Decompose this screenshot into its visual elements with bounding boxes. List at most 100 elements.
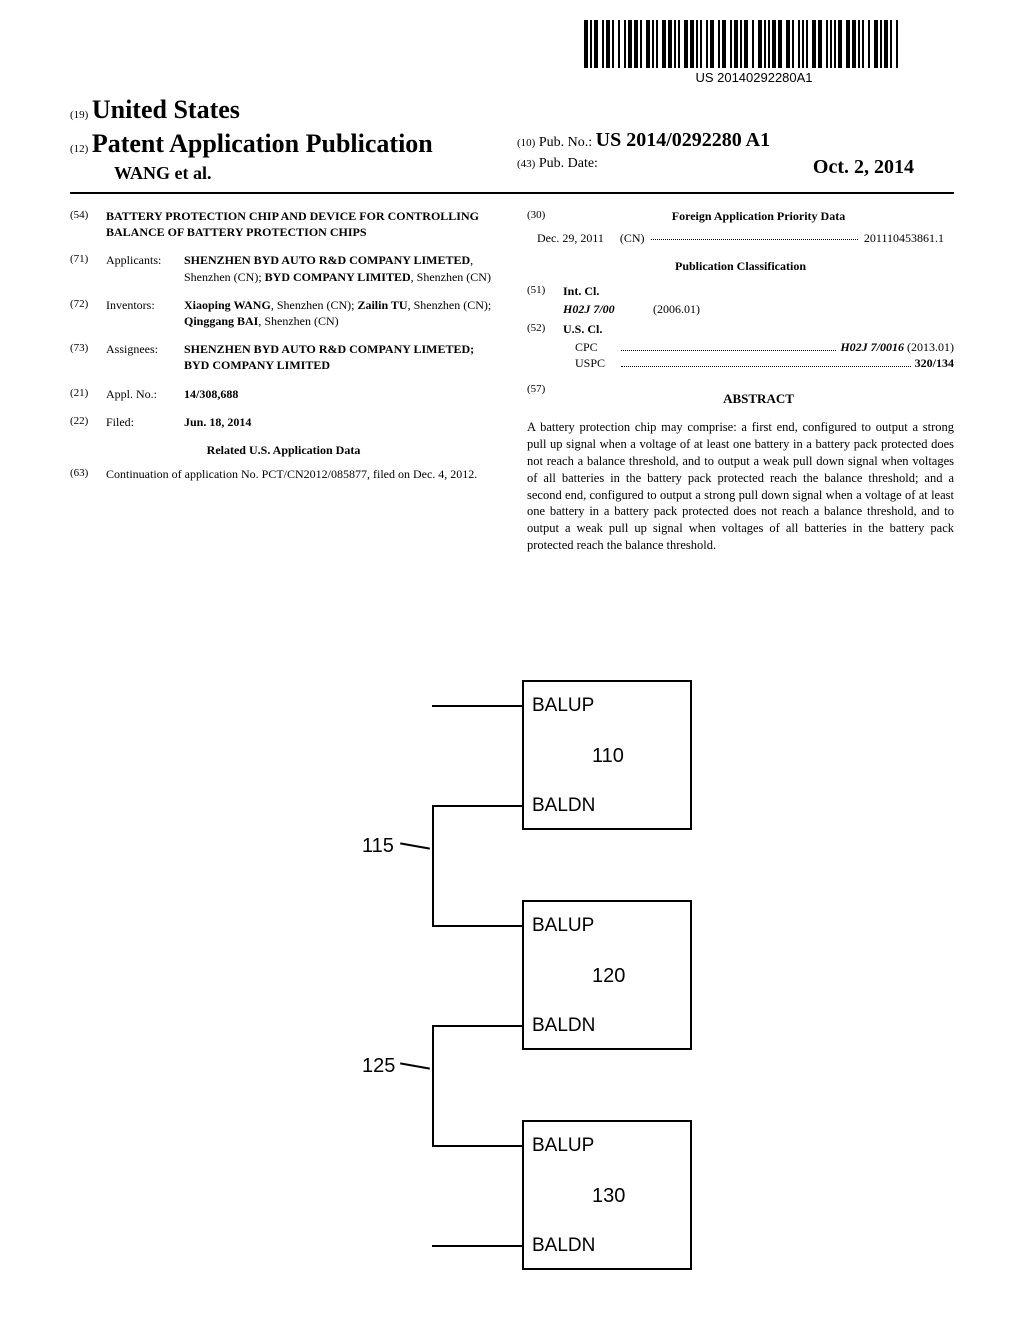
chip-120-balup: BALUP: [532, 915, 594, 937]
barcode-text: US 20140292280A1: [584, 70, 924, 85]
intcl-row: H02J 7/00 (2006.01): [563, 301, 954, 317]
line-110-top: [432, 705, 522, 707]
field-applno: (21) Appl. No.: 14/308,688: [70, 386, 497, 402]
dots: [651, 230, 858, 240]
intcl-class: H02J 7/00: [563, 301, 653, 317]
line-115: [432, 805, 434, 925]
barcode-section: US 20140292280A1: [584, 20, 924, 85]
field-inventors: (72) Inventors: Xiaoping WANG, Shenzhen …: [70, 297, 497, 329]
cpc-row: CPC H02J 7/0016 (2013.01): [575, 339, 954, 355]
field-assignees: (73) Assignees: SHENZHEN BYD AUTO R&D CO…: [70, 341, 497, 373]
uscl-label: U.S. Cl.: [563, 321, 954, 337]
field-applicants: (71) Applicants: SHENZHEN BYD AUTO R&D C…: [70, 252, 497, 284]
assignees-code: (73): [70, 341, 106, 373]
inv3-loc: , Shenzhen (CN): [258, 314, 338, 328]
authors: WANG et al.: [114, 163, 507, 184]
assignees: SHENZHEN BYD AUTO R&D COMPANY LIMETED; B…: [184, 341, 497, 373]
title-row: (12) Patent Application Publication WANG…: [70, 129, 954, 184]
uspc-dots: [621, 357, 911, 367]
inv1-loc: , Shenzhen (CN);: [271, 298, 358, 312]
ref-115-tick: [400, 842, 430, 849]
intcl-code: (51): [527, 283, 563, 299]
body-columns: (54) BATTERY PROTECTION CHIP AND DEVICE …: [70, 208, 954, 554]
abstract: A battery protection chip may comprise: …: [527, 419, 954, 554]
pubno: US 2014/0292280 A1: [596, 129, 770, 151]
inv2: Zailin TU: [357, 298, 407, 312]
filed-code: (22): [70, 414, 106, 430]
line-130-top: [432, 1145, 522, 1147]
figure: BALUP 110 BALDN 115 BALUP 120 BALDN 125 …: [302, 640, 722, 1290]
related-header: Related U.S. Application Data: [70, 442, 497, 458]
applicant2-loc: , Shenzhen (CN): [411, 270, 491, 284]
chip-110-balup: BALUP: [532, 695, 594, 717]
uspc-value: 320/134: [915, 355, 954, 371]
country-code: (19): [70, 109, 88, 121]
line-110-bot: [432, 805, 522, 807]
title-right: (10) Pub. No.: US 2014/0292280 A1 (43) P…: [507, 129, 954, 179]
applicant2: BYD COMPANY LIMITED: [265, 270, 411, 284]
continuation: Continuation of application No. PCT/CN20…: [106, 466, 497, 482]
applicant1: SHENZHEN BYD AUTO R&D COMPANY LIMETED: [184, 253, 470, 267]
pub-code: (12): [70, 143, 88, 155]
uspc-row: USPC 320/134: [575, 355, 954, 371]
country: United States: [92, 95, 240, 124]
title-code: (54): [70, 208, 106, 240]
inv3: Qinggang BAI: [184, 314, 258, 328]
uspc-label: USPC: [575, 355, 617, 371]
applno: 14/308,688: [184, 386, 497, 402]
cpc-class: H02J 7/0016: [840, 340, 904, 354]
chip-110-baldn: BALDN: [532, 795, 595, 817]
abstract-code: (57): [527, 382, 563, 416]
line-120-top: [432, 925, 522, 927]
pubclass-header: Publication Classification: [527, 258, 954, 274]
pub-no: (10) Pub. No.: US 2014/0292280 A1: [517, 129, 954, 152]
line-130-bot: [432, 1245, 522, 1247]
applicants-value: SHENZHEN BYD AUTO R&D COMPANY LIMETED , S…: [184, 252, 497, 284]
foreign-code: (30): [527, 208, 563, 224]
right-column: (30) Foreign Application Priority Data D…: [527, 208, 954, 554]
cpc-dots: [621, 341, 836, 351]
chip-130-num: 130: [592, 1185, 625, 1208]
intcl-date: (2006.01): [653, 301, 700, 317]
chip-120-num: 120: [592, 965, 625, 988]
inventors-code: (72): [70, 297, 106, 329]
foreign-header: Foreign Application Priority Data: [563, 208, 954, 224]
field-title: (54) BATTERY PROTECTION CHIP AND DEVICE …: [70, 208, 497, 240]
field-uscl: (52) U.S. Cl.: [527, 321, 954, 337]
pubno-code: (10): [517, 137, 535, 149]
field-foreign: (30) Foreign Application Priority Data: [527, 208, 954, 224]
ref-125-tick: [400, 1062, 430, 1069]
pubno-label: Pub. No.:: [539, 135, 592, 150]
chip-130-balup: BALUP: [532, 1135, 594, 1157]
applicants-label: Applicants:: [106, 252, 184, 284]
foreign-num: 201110453861.1: [864, 230, 944, 246]
inventors-value: Xiaoping WANG, Shenzhen (CN); Zailin TU,…: [184, 297, 497, 329]
field-filed: (22) Filed: Jun. 18, 2014: [70, 414, 497, 430]
abstract-heading: ABSTRACT: [563, 390, 954, 408]
pubdate: Oct. 2, 2014: [813, 156, 914, 179]
field-continuation: (63) Continuation of application No. PCT…: [70, 466, 497, 482]
uscl-code: (52): [527, 321, 563, 337]
assignees-label: Assignees:: [106, 341, 184, 373]
cont-code: (63): [70, 466, 106, 482]
line-120-bot: [432, 1025, 522, 1027]
title-left: (12) Patent Application Publication WANG…: [70, 129, 507, 184]
country-line: (19) United States: [70, 95, 954, 125]
chip-130-baldn: BALDN: [532, 1235, 595, 1257]
ref-115: 115: [362, 835, 394, 858]
foreign-date: Dec. 29, 2011: [537, 230, 604, 246]
field-abstract: (57) ABSTRACT: [527, 382, 954, 416]
left-column: (54) BATTERY PROTECTION CHIP AND DEVICE …: [70, 208, 497, 554]
foreign-country: (CN): [620, 230, 645, 246]
pub-line: (12) Patent Application Publication: [70, 129, 507, 159]
pub-type: Patent Application Publication: [92, 129, 433, 158]
cpc-date: (2013.01): [904, 340, 954, 354]
header-rule: [70, 192, 954, 194]
line-125: [432, 1025, 434, 1145]
title: BATTERY PROTECTION CHIP AND DEVICE FOR C…: [106, 208, 497, 240]
chip-120-baldn: BALDN: [532, 1015, 595, 1037]
applno-code: (21): [70, 386, 106, 402]
cpc-value: H02J 7/0016 (2013.01): [840, 339, 954, 355]
ref-125: 125: [362, 1055, 395, 1078]
field-intcl: (51) Int. Cl.: [527, 283, 954, 299]
